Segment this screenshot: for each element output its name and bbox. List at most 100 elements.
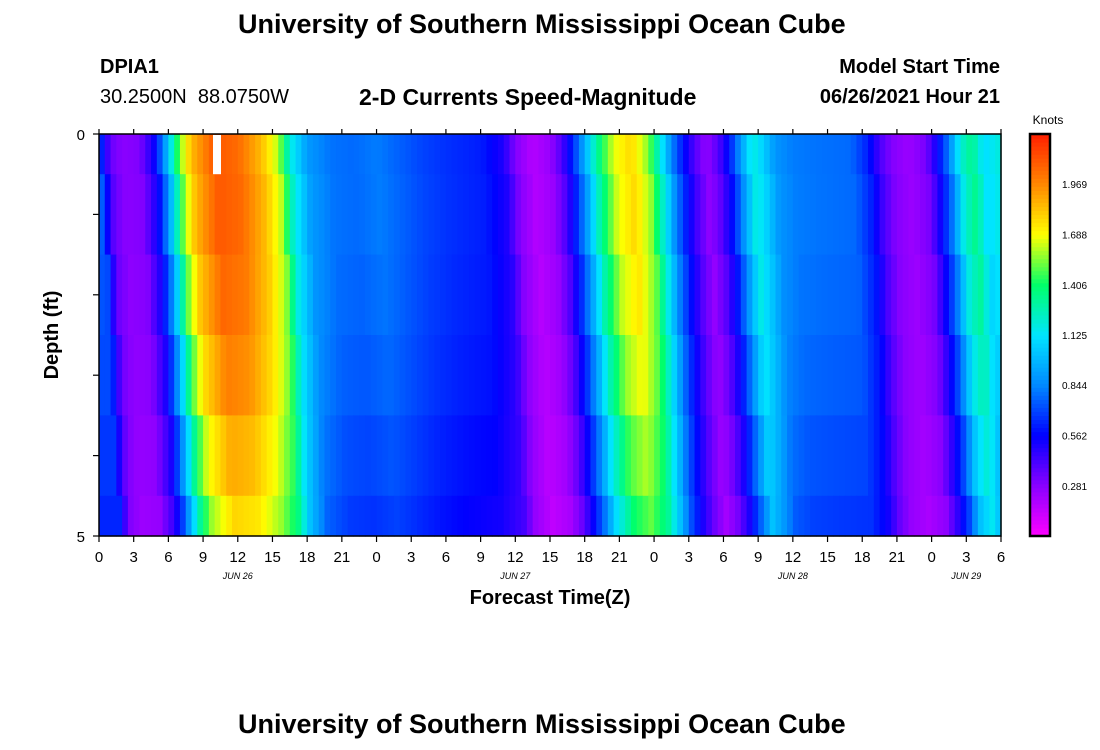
- heatmap-cell: [417, 254, 424, 336]
- heatmap-cell: [723, 174, 730, 256]
- heatmap-cell: [873, 134, 881, 175]
- heatmap-cell: [567, 134, 574, 175]
- heatmap-cell: [538, 254, 545, 336]
- heatmap-cell: [469, 495, 476, 537]
- heatmap-cell: [833, 134, 840, 175]
- heatmap-cell: [642, 415, 649, 497]
- heatmap-cell: [255, 335, 262, 416]
- heatmap-cell: [810, 174, 817, 256]
- heatmap-cell: [185, 174, 193, 256]
- heatmap-cell: [682, 174, 690, 256]
- heatmap-cell: [110, 174, 117, 256]
- heatmap-cell: [752, 174, 759, 256]
- heatmap-cell: [960, 134, 967, 175]
- heatmap-cell: [896, 495, 904, 537]
- heatmap-cell: [550, 335, 557, 416]
- heatmap-cell: [735, 134, 742, 175]
- heatmap-cell: [682, 415, 690, 497]
- colorbar-segment: [1030, 314, 1050, 320]
- heatmap-cell: [359, 495, 366, 537]
- heatmap-cell: [781, 254, 788, 336]
- heatmap-cell: [243, 335, 250, 416]
- x-tick-label: 6: [997, 549, 1005, 566]
- heatmap-cell: [370, 335, 378, 416]
- heatmap-cell: [659, 335, 667, 416]
- x-tick-label: 0: [927, 549, 935, 566]
- heatmap-cell: [220, 335, 227, 416]
- heatmap-cell: [480, 174, 487, 256]
- heatmap-cell: [792, 415, 800, 497]
- heatmap-cell: [440, 134, 447, 175]
- heatmap-cell: [185, 415, 193, 497]
- heatmap-cell: [636, 415, 644, 497]
- colorbar-tick-label: 1.125: [1062, 331, 1087, 342]
- heatmap-cell: [839, 254, 846, 336]
- heatmap-cell: [185, 134, 193, 175]
- heatmap-cell: [573, 174, 580, 256]
- heatmap-cell: [411, 174, 418, 256]
- heatmap-cell: [174, 415, 181, 497]
- heatmap-cell: [833, 415, 840, 497]
- colorbar-segment: [1030, 298, 1050, 304]
- heatmap-cell: [584, 415, 592, 497]
- heatmap-cell: [417, 495, 424, 537]
- heatmap-cell: [393, 335, 401, 416]
- heatmap-cell: [486, 134, 493, 175]
- heatmap-cell: [127, 415, 135, 497]
- y-tick-label: 0: [77, 127, 85, 144]
- heatmap-cell: [509, 415, 516, 497]
- heatmap-cell: [255, 174, 262, 256]
- heatmap-cell: [804, 174, 811, 256]
- heatmap-cell: [312, 495, 320, 537]
- heatmap-cell: [330, 335, 337, 416]
- heatmap-cell: [110, 134, 117, 175]
- heatmap-cell: [966, 415, 973, 497]
- heatmap-cell: [110, 415, 117, 497]
- heatmap-cell: [630, 254, 638, 336]
- heatmap-cell: [602, 335, 609, 416]
- heatmap-cell: [659, 134, 667, 175]
- heatmap-cell: [521, 495, 528, 537]
- heatmap-cell: [775, 134, 782, 175]
- x-tick-label: 6: [719, 549, 727, 566]
- heatmap-cell: [700, 174, 707, 256]
- heatmap-cell: [729, 134, 736, 175]
- heatmap-cell: [873, 174, 881, 256]
- heatmap-cell: [220, 134, 227, 175]
- heatmap-cell: [856, 174, 863, 256]
- heatmap-cell: [694, 335, 701, 416]
- heatmap-cell: [989, 254, 996, 336]
- heatmap-cell: [301, 134, 308, 175]
- heatmap-cell: [844, 495, 852, 537]
- heatmap-cell: [214, 415, 222, 497]
- heatmap-cell: [937, 174, 944, 256]
- heatmap-cell: [480, 415, 487, 497]
- colorbar-segment: [1030, 503, 1050, 509]
- heatmap-cell: [509, 174, 516, 256]
- heatmap-cell: [324, 254, 331, 336]
- heatmap-cell: [463, 415, 470, 497]
- colorbar-frame: [1028, 132, 1052, 538]
- heatmap-cell: [850, 174, 858, 256]
- heatmap-cell: [318, 254, 326, 336]
- heatmap-cell: [561, 335, 568, 416]
- heatmap-cell: [815, 495, 823, 537]
- heatmap-cell: [925, 495, 933, 537]
- colorbar-segment: [1030, 431, 1050, 437]
- heatmap-cell: [943, 134, 950, 175]
- heatmap-cell: [573, 335, 580, 416]
- heatmap-cell: [648, 254, 655, 336]
- heatmap-cell: [775, 415, 782, 497]
- heatmap-cell: [376, 174, 383, 256]
- colorbar-segment: [1030, 451, 1050, 457]
- heatmap-cell: [399, 254, 407, 336]
- heatmap-cell: [948, 495, 956, 537]
- heatmap-cell: [295, 415, 302, 497]
- heatmap-cell: [873, 254, 881, 336]
- heatmap-cell: [654, 254, 661, 336]
- heatmap-cell: [856, 254, 863, 336]
- colorbar-segment: [1030, 214, 1050, 220]
- heatmap-cell: [422, 174, 430, 256]
- page-title-top: University of Southern Mississippi Ocean…: [238, 9, 846, 39]
